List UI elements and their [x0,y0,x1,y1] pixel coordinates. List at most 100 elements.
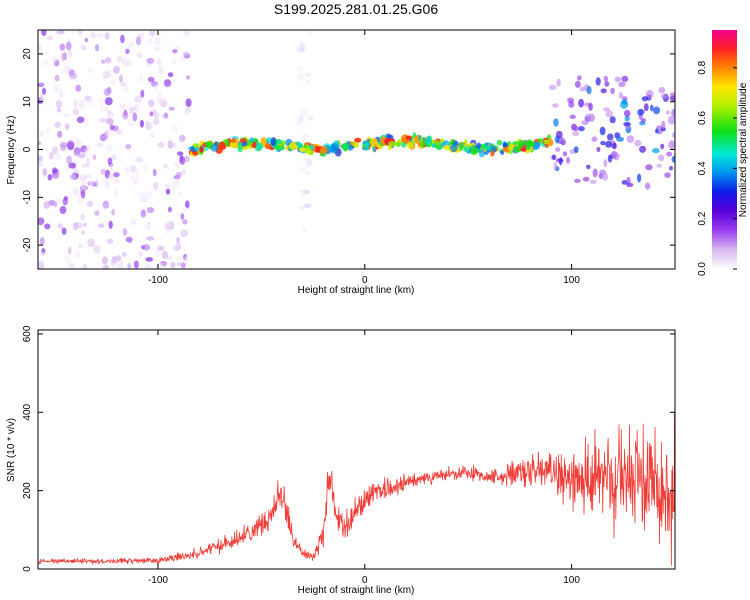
spectrogram-cell [184,155,190,163]
spectrogram-cell [64,255,71,264]
spectrogram-cell [65,64,71,71]
spectrogram-cell [305,72,311,78]
spectrogram-cell [255,142,263,151]
spectrogram-cell [478,148,485,158]
spectrogram-cell [158,65,164,75]
spectrogram-cell [303,147,312,154]
spectrogram-cell [566,156,571,164]
spectrogram-cell [132,180,137,186]
spectrogram-cell [618,92,624,99]
spectrogram-cell [106,117,114,125]
spectrogram-cell [574,80,581,88]
spectrogram-cell [61,227,67,235]
spectrogram-background [38,30,675,269]
spectrogram-cell [163,79,172,88]
spectrogram-cell [471,144,475,151]
spectrogram-cell [80,181,88,191]
spectrogram-cell [660,93,668,99]
spectrogram-cell [63,195,69,201]
spectrogram-x-tick-label: 100 [563,275,580,286]
spectrogram-cell [496,139,503,146]
spectrogram-cell [182,219,188,225]
spectrogram-cell [49,152,54,160]
spectrogram-cell [135,36,142,46]
spectrogram-cell [552,154,556,160]
spectrogram-cell [309,145,315,150]
spectrogram-cell [109,124,115,131]
spectrogram-cell [99,103,104,112]
spectrogram-cell [621,75,629,83]
spectrogram-cell [612,142,617,150]
spectrogram-cell [614,76,622,83]
spectrogram-cell [443,144,451,151]
spectrogram-cell [177,151,184,156]
spectrogram-cell [163,164,169,169]
spectrogram-cell [38,260,45,269]
spectrogram-cell [149,30,156,37]
spectrogram-cell [54,74,60,82]
spectrogram-cell [87,68,94,73]
spectrogram-cell [165,223,173,228]
spectrogram-cell [645,89,654,99]
spectrogram-cell [72,107,79,116]
spectrogram-cell [626,135,635,143]
snr-x-tick-label: -100 [148,575,168,586]
spectrogram-cell [161,251,169,259]
spectrogram-cell [584,113,592,123]
spectrogram-cell [175,172,182,177]
spectrogram-cell [502,142,508,148]
spectrogram-cell [38,217,45,226]
spectrogram-cell [107,109,112,115]
spectrogram-cell [546,138,554,147]
spectrogram-cell [113,172,120,178]
spectrogram-cell [650,104,654,112]
spectrogram-cell [142,164,148,172]
spectrogram-cell [204,141,211,147]
spectrogram-cell [299,47,304,54]
spectrogram-cell [104,32,110,40]
spectrogram-cell [121,87,130,93]
spectrogram-cell [179,156,186,165]
spectrogram-cell [307,116,313,122]
spectrogram-cell [414,135,419,144]
spectrogram-cell [73,151,80,157]
spectrogram-cell [113,66,120,74]
spectrogram-cell [300,41,304,49]
spectrogram-cell [656,163,662,168]
spectrogram-cell [98,223,105,228]
spectrogram-cell [172,49,178,54]
spectrogram-cell [107,173,114,180]
spectrogram-cell [133,260,139,269]
spectrogram-cell [39,252,46,257]
snr-x-tick-label: 0 [362,575,368,586]
spectrogram-cell [93,244,101,254]
spectrogram-cell [119,74,123,83]
spectrogram-cell [136,52,143,58]
spectrogram-cell [140,209,146,218]
spectrogram-cell [121,252,127,257]
spectrogram-cell [288,142,297,150]
spectrogram-cell [320,145,328,154]
spectrogram-cell [179,134,186,142]
spectrogram-cell [184,256,190,264]
spectrogram-cell [54,121,61,128]
spectrogram-cell [102,200,110,209]
spectrogram-cell [180,213,185,220]
spectrogram-cell [665,110,670,115]
spectrogram-cell [70,136,76,142]
spectrogram-cell [154,249,162,257]
spectrogram-cell [99,117,107,123]
spectrogram-cells [38,30,675,269]
spectrogram-cell [84,37,89,43]
spectrogram-cell [157,246,165,251]
spectrogram-cell [640,118,647,123]
snr-x-label: Height of straight line (km) [298,585,415,596]
spectrogram-cell [68,263,75,269]
spectrogram-cell [419,140,426,148]
spectrogram-cell [147,76,155,83]
spectrogram-cell [168,106,175,111]
spectrogram-cell [199,146,204,153]
spectrogram-cell [185,75,191,80]
spectrogram-cell [63,113,70,118]
